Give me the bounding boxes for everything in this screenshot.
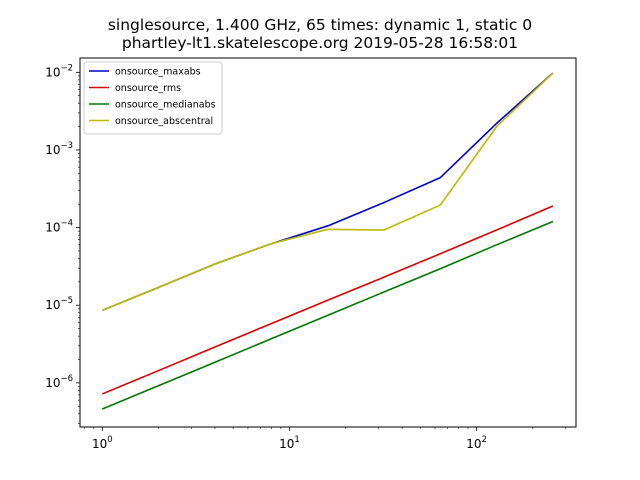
series-line-onsource_rms	[101, 205, 554, 395]
x-tick-label: 100	[92, 435, 113, 451]
chart-title-line-2: phartley-lt1.skatelescope.org 2019-05-28…	[121, 34, 519, 52]
legend-label-onsource_abscentral: onsource_abscentral	[115, 116, 213, 127]
major-ticks: 100 101 102 10−6 10−5 10−4 10−3 10−2	[45, 63, 487, 451]
legend-box	[83, 61, 223, 135]
legend-label-onsource_rms: onsource_rms	[115, 83, 181, 94]
y-tick-label: 10−6	[45, 374, 73, 390]
y-tick-label: 10−5	[45, 296, 73, 312]
y-tick-label: 10−4	[45, 219, 73, 235]
y-tick-label: 10−3	[45, 141, 73, 157]
chart-title-line-1: singlesource, 1.400 GHz, 65 times: dynam…	[107, 16, 533, 34]
axes-frame	[79, 57, 577, 428]
series-line-onsource_medianabs	[101, 220, 554, 410]
legend-label-onsource_maxabs: onsource_maxabs	[115, 67, 201, 78]
chart-title: singlesource, 1.400 GHz, 65 times: dynam…	[0, 16, 640, 52]
y-tick-label: 10−2	[45, 63, 73, 79]
x-tick-label: 102	[466, 435, 487, 451]
x-tick-label: 101	[279, 435, 300, 451]
legend: onsource_maxabs onsource_rms onsource_medi…	[83, 61, 223, 135]
plot-lines	[101, 72, 554, 410]
legend-label-onsource_medianabs: onsource_medianabs	[115, 100, 216, 111]
series-line-onsource_abscentral	[101, 72, 554, 312]
